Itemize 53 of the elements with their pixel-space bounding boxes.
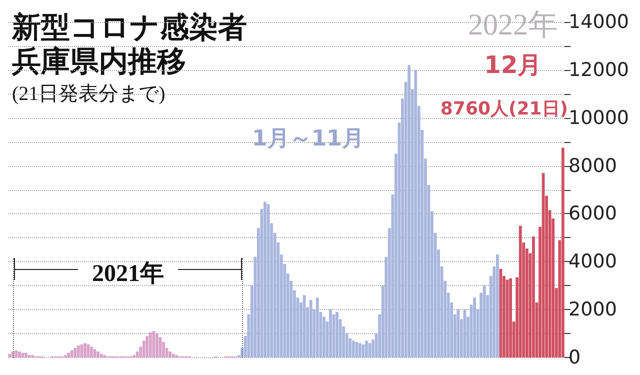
bar bbox=[96, 352, 100, 358]
bar bbox=[67, 352, 70, 358]
bar bbox=[456, 310, 460, 358]
bar bbox=[152, 331, 156, 358]
bar bbox=[482, 286, 486, 358]
bar bbox=[329, 310, 332, 358]
bar bbox=[309, 300, 312, 358]
bar bbox=[336, 312, 338, 358]
bar bbox=[561, 148, 564, 358]
bar bbox=[21, 352, 24, 358]
chart-title: 新型コロナ感染者兵庫県内推移 bbox=[11, 10, 247, 78]
bar bbox=[473, 298, 476, 358]
bar bbox=[8, 354, 12, 358]
bar bbox=[168, 352, 172, 358]
bar bbox=[414, 70, 418, 358]
bar bbox=[14, 350, 18, 358]
bar bbox=[24, 352, 28, 358]
bar bbox=[355, 342, 358, 358]
annotation: 12月 bbox=[484, 51, 542, 79]
text: (21日発表分まで) bbox=[12, 83, 166, 105]
y-tick-label: 6000 bbox=[568, 202, 617, 225]
bar bbox=[509, 278, 512, 358]
bar bbox=[156, 334, 158, 358]
y-tick-label: 10000 bbox=[568, 106, 630, 129]
bar bbox=[80, 344, 84, 358]
bar bbox=[316, 298, 319, 358]
bar bbox=[358, 343, 362, 358]
bar bbox=[146, 336, 149, 358]
bar bbox=[70, 350, 74, 358]
bar bbox=[408, 65, 410, 358]
annotation: 8760人(21日) bbox=[440, 98, 568, 120]
annotation: 2022年 bbox=[468, 8, 558, 42]
bar bbox=[518, 226, 522, 358]
bar bbox=[365, 340, 368, 358]
y-tick-label: 4000 bbox=[568, 250, 617, 273]
bar bbox=[148, 332, 152, 358]
bar bbox=[352, 340, 355, 358]
bar bbox=[74, 348, 77, 358]
y-tick-label: 0 bbox=[568, 346, 581, 368]
bar bbox=[172, 354, 175, 358]
bar bbox=[83, 343, 86, 358]
bar bbox=[532, 236, 535, 358]
y-tick-label: 14000 bbox=[568, 11, 630, 33]
annotation: 1月～11月 bbox=[252, 126, 364, 152]
y-tick-label: 2000 bbox=[568, 298, 617, 321]
bar bbox=[18, 352, 21, 358]
bar bbox=[496, 254, 499, 358]
y-tick-label: 8000 bbox=[568, 154, 617, 177]
bar bbox=[90, 346, 93, 358]
y-tick-label: 12000 bbox=[568, 58, 630, 81]
annotation: 2021年 bbox=[92, 260, 164, 287]
bar bbox=[76, 346, 80, 358]
bar bbox=[264, 202, 266, 358]
